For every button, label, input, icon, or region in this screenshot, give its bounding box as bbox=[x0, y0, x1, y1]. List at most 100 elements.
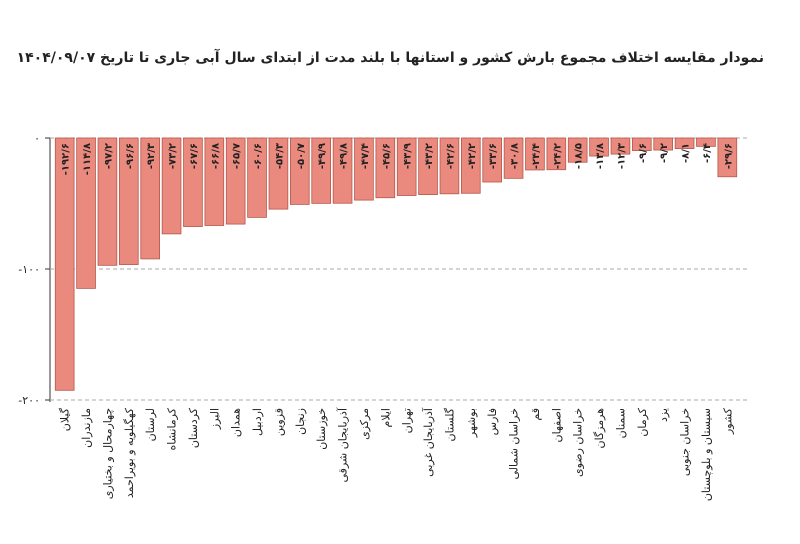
value-label: -۹۲/۳ bbox=[146, 143, 157, 169]
x-tick-label: کهگیلویه و بویراحمد bbox=[123, 407, 136, 498]
value-label: -۴۵/۶ bbox=[381, 143, 392, 169]
bar bbox=[76, 137, 96, 289]
bar bbox=[332, 137, 353, 204]
x-tick-label: تهران bbox=[401, 408, 414, 433]
x-tick-label: همدان bbox=[230, 408, 243, 437]
x-tick-label: کردستان bbox=[187, 407, 200, 448]
value-label: -۹/۲ bbox=[659, 143, 670, 163]
y-tick-label: ۰ bbox=[34, 132, 40, 145]
value-label: -۱۸/۵ bbox=[574, 143, 585, 169]
x-tick-label: خراسان جنوبی bbox=[679, 408, 692, 476]
x-tick-label: سیستان و بلوچستان bbox=[700, 408, 713, 501]
bar bbox=[375, 137, 396, 199]
bar bbox=[247, 137, 267, 218]
value-label: -۹۷/۲ bbox=[103, 143, 114, 169]
value-label: -۱۱۴/۸ bbox=[82, 143, 93, 175]
x-tick-label: قزوین bbox=[272, 408, 285, 436]
value-label: -۹/۶ bbox=[638, 143, 649, 163]
bar bbox=[461, 137, 481, 194]
x-tick-label: مازندران bbox=[80, 408, 93, 448]
value-label: -۲۴/۲ bbox=[552, 143, 563, 169]
x-tick-label: سمنان bbox=[614, 408, 627, 438]
bar bbox=[610, 137, 631, 155]
value-label: -۴۹/۸ bbox=[339, 143, 350, 169]
bar bbox=[632, 137, 652, 151]
value-label: -۵۴/۳ bbox=[274, 143, 285, 169]
bar bbox=[268, 137, 289, 210]
x-tick-label: کرمانشاه bbox=[166, 407, 179, 450]
value-label: -۴۳/۹ bbox=[403, 143, 414, 169]
x-tick-label: یزد bbox=[657, 408, 670, 422]
x-tick-label: خراسان رضوی bbox=[572, 408, 585, 477]
value-label: -۸/۱ bbox=[681, 143, 692, 163]
value-label: -۶/۴ bbox=[702, 143, 713, 163]
value-label: -۲۴/۴ bbox=[531, 143, 542, 169]
bar bbox=[311, 137, 331, 204]
x-tick-label: اردبیل bbox=[251, 408, 264, 436]
bar bbox=[204, 137, 225, 226]
bar bbox=[396, 137, 417, 196]
value-label: -۳۰/۸ bbox=[510, 143, 521, 169]
bar bbox=[503, 137, 524, 179]
value-label: -۶۷/۶ bbox=[189, 143, 200, 169]
value-label: -۶۶/۸ bbox=[210, 143, 221, 169]
x-tick-label: گلستان bbox=[443, 407, 456, 441]
x-tick-label: آذربایجان غربی bbox=[421, 407, 435, 477]
value-label: -۷۳/۲ bbox=[168, 143, 179, 169]
bar bbox=[354, 137, 374, 201]
x-tick-label: خراسان شمالی bbox=[508, 408, 521, 480]
bar bbox=[54, 137, 75, 391]
bar bbox=[717, 137, 738, 178]
value-label: -۴۲/۲ bbox=[467, 143, 478, 169]
bar bbox=[97, 137, 118, 266]
value-label: -۱۳/۸ bbox=[595, 143, 606, 169]
y-tick-label: -۲۰۰ bbox=[18, 394, 40, 407]
value-label: -۶۵/۷ bbox=[232, 143, 243, 169]
value-label: -۹۶/۶ bbox=[125, 143, 136, 169]
bar bbox=[439, 137, 460, 195]
x-tick-label: البرز bbox=[208, 408, 221, 430]
x-tick-label: هرمزگان bbox=[593, 408, 606, 449]
x-tick-label: فارس bbox=[486, 408, 499, 435]
bar bbox=[225, 137, 246, 225]
x-tick-label: بوشهر bbox=[465, 408, 478, 438]
value-label: -۱۲/۳ bbox=[616, 143, 627, 169]
bar bbox=[589, 137, 609, 157]
x-tick-label: لرستان bbox=[144, 408, 157, 441]
bar bbox=[482, 137, 502, 183]
bar bbox=[653, 137, 673, 151]
x-tick-label: چهارمحال و بختیاری bbox=[101, 408, 114, 499]
x-tick-label: قم bbox=[529, 408, 542, 421]
x-tick-label: آذربایجان شرقی bbox=[336, 407, 350, 482]
bar bbox=[140, 137, 160, 260]
value-label: -۵۰/۷ bbox=[296, 143, 307, 169]
value-label: -۶۰/۶ bbox=[253, 143, 264, 169]
bar bbox=[161, 137, 182, 235]
x-tick-label: خوزستان bbox=[315, 408, 328, 450]
x-tick-label: کرمان bbox=[636, 407, 649, 436]
value-label: -۲۹/۶ bbox=[723, 143, 734, 169]
bar bbox=[546, 137, 567, 171]
bar bbox=[696, 137, 716, 147]
bar bbox=[418, 137, 438, 195]
chart-title: نمودار مقایسه اختلاف مجموع بارش کشور و ا… bbox=[17, 48, 764, 66]
x-tick-label: مرکزی bbox=[358, 408, 371, 440]
value-label: -۱۹۲/۶ bbox=[61, 143, 72, 175]
bar bbox=[183, 137, 203, 227]
value-label: -۴۷/۴ bbox=[360, 143, 371, 169]
value-label: -۴۲/۶ bbox=[445, 143, 456, 169]
value-label: -۴۹/۹ bbox=[317, 143, 328, 169]
bar bbox=[567, 137, 588, 163]
x-tick-label: اصفهان bbox=[550, 408, 563, 442]
bar bbox=[674, 137, 695, 150]
bar bbox=[119, 137, 139, 265]
x-tick-label: کشور bbox=[721, 407, 734, 435]
x-tick-label: گیلان bbox=[59, 407, 72, 431]
value-label: -۳۳/۶ bbox=[488, 143, 499, 169]
x-tick-label: زنجان bbox=[294, 408, 307, 435]
y-tick-label: -۱۰۰ bbox=[18, 263, 40, 276]
bar bbox=[525, 137, 545, 171]
bar bbox=[290, 137, 310, 205]
